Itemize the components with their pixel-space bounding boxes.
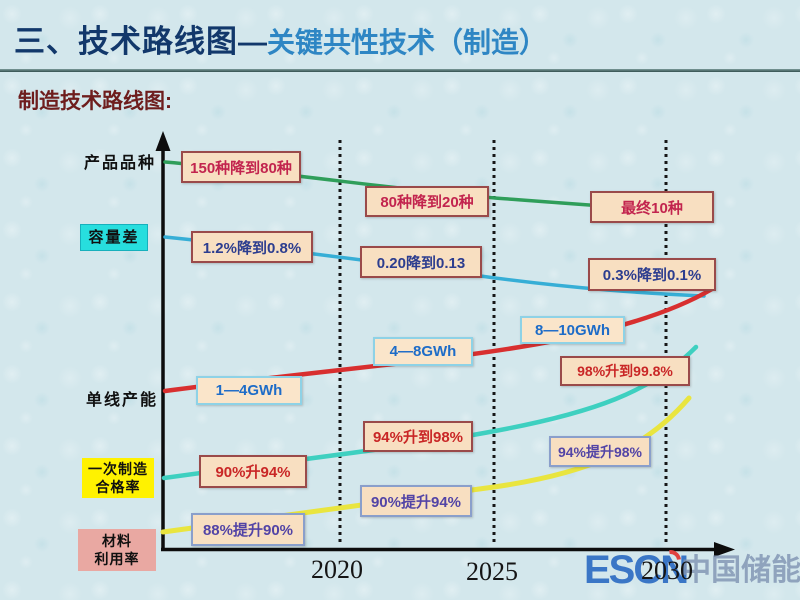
slide-title-main: 三、技术路线图 [14,24,238,59]
milestone-box-product-2030: 最终10种 [590,191,714,223]
slide-title-accent: 关键共性技术（制造） [267,27,548,58]
milestone-box-material-2020: 88%提升90% [191,513,305,546]
milestone-box-capacity-2030: 8—10GWh [520,316,625,344]
slide-header: 三、技术路线图—关键共性技术（制造） [14,16,786,61]
x-tick-2030: 2030 [641,556,693,585]
slide-subtitle: 制造技术路线图: [18,90,172,113]
x-tick-2025: 2025 [466,557,518,586]
watermark-site-name: 中国储能网 [681,554,800,587]
milestone-box-capacity-2020: 1—4GWh [196,376,302,405]
category-label-first-pass-yield: 一次制造 合格率 [82,458,154,498]
milestone-box-product-2020: 150种降到80种 [181,151,301,183]
category-label-product-variety: 产品品种 [84,155,157,172]
x-tick-2020: 2020 [311,555,363,584]
category-label-single-line-capacity: 单线产能 [86,392,159,409]
milestone-box-material-2025: 90%提升94% [360,485,472,517]
milestone-box-material-2030: 94%提升98% [549,436,651,467]
milestone-box-capacitydiff-2030: 0.3%降到0.1% [588,258,716,291]
category-label-capacity-diff: 容量差 [80,224,148,251]
watermark: ESCN中国储能网 [584,545,800,593]
header-divider [0,69,800,72]
milestone-box-yield-2020: 90%升94% [199,455,307,488]
watermark-escn-logo: ESCN [584,548,689,592]
y-axis-arrow [155,131,171,151]
milestone-box-product-2025: 80种降到20种 [365,186,489,217]
slide-title-dash: — [238,27,267,59]
milestone-box-capacity-2025: 4—8GWh [373,337,473,366]
milestone-box-yield-2025: 94%升到98% [363,421,473,452]
category-label-material-utilization: 材料 利用率 [78,529,156,571]
x-axis-arrow [714,542,735,557]
milestone-box-yield-2030: 98%升到99.8% [560,356,690,386]
milestone-box-capacitydiff-2025: 0.20降到0.13 [360,246,482,278]
milestone-box-capacitydiff-2020: 1.2%降到0.8% [191,231,313,263]
